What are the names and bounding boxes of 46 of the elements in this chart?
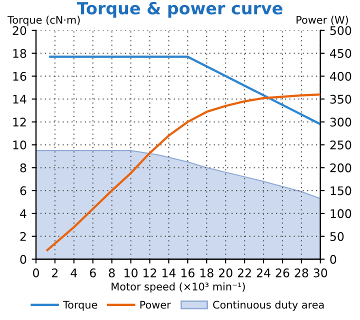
y-tick-label: 4 <box>20 209 26 218</box>
y2-tick-label: 400 <box>330 72 352 81</box>
y-tick-label: 10 <box>13 140 26 150</box>
y-tick-label: 16 <box>13 72 26 81</box>
x-tick-label: 0 <box>33 268 39 278</box>
x-tick-label: 8 <box>108 268 115 278</box>
x-tick-label: 12 <box>144 268 156 278</box>
y-axis-title: Torque (cN·m) <box>8 16 80 26</box>
x-tick-label: 22 <box>238 268 251 278</box>
x-tick-label: 6 <box>90 268 96 278</box>
y2-tick-label: 100 <box>330 209 352 218</box>
y2-tick-label: 500 <box>330 26 352 36</box>
y-tick-label: 20 <box>12 26 26 36</box>
y2-tick-label: 0 <box>330 254 336 264</box>
x-tick-label: 16 <box>181 268 194 278</box>
x-tick-label: 20 <box>218 268 232 278</box>
y-tick-label: 12 <box>13 118 26 126</box>
x-tick-label: 28 <box>294 268 308 278</box>
x-tick-label: 30 <box>314 268 328 278</box>
y-tick-label: 2 <box>20 232 26 241</box>
legend-label: Power <box>140 300 171 309</box>
x-tick-label: 2 <box>52 268 58 278</box>
line-series <box>46 93 320 252</box>
x-tick-label: 18 <box>200 268 214 278</box>
y2-tick-label: 200 <box>330 163 352 172</box>
y2-tick-label: 350 <box>330 94 352 104</box>
x-tick-label: 24 <box>256 268 270 278</box>
y-tick-label: 8 <box>20 163 26 172</box>
x-tick-label: 4 <box>70 268 78 278</box>
y2-tick-label: 250 <box>330 140 352 150</box>
chart-title: Torque & power curve <box>76 2 282 18</box>
legend-label: Continuous duty area <box>213 300 324 311</box>
y-tick-label: 0 <box>20 254 26 264</box>
y2-tick-label: 50 <box>330 232 344 241</box>
x-tick-label: 10 <box>124 268 138 278</box>
y-tick-label: 18 <box>13 49 26 58</box>
x-tick-label: 14 <box>162 268 176 278</box>
x-tick-label: 26 <box>276 268 290 278</box>
y-tick-label: 14 <box>13 94 26 104</box>
y2-tick-label: 150 <box>330 186 352 196</box>
y2-tick-label: 450 <box>330 49 352 58</box>
y2-tick-label: 300 <box>330 118 352 127</box>
y-tick-label: 6 <box>20 186 26 196</box>
x-axis-title: Motor speed (×10³ min⁻¹) <box>112 282 245 293</box>
legend-label: Torque <box>62 300 98 311</box>
y2-axis-title: Power (W) <box>296 16 348 26</box>
